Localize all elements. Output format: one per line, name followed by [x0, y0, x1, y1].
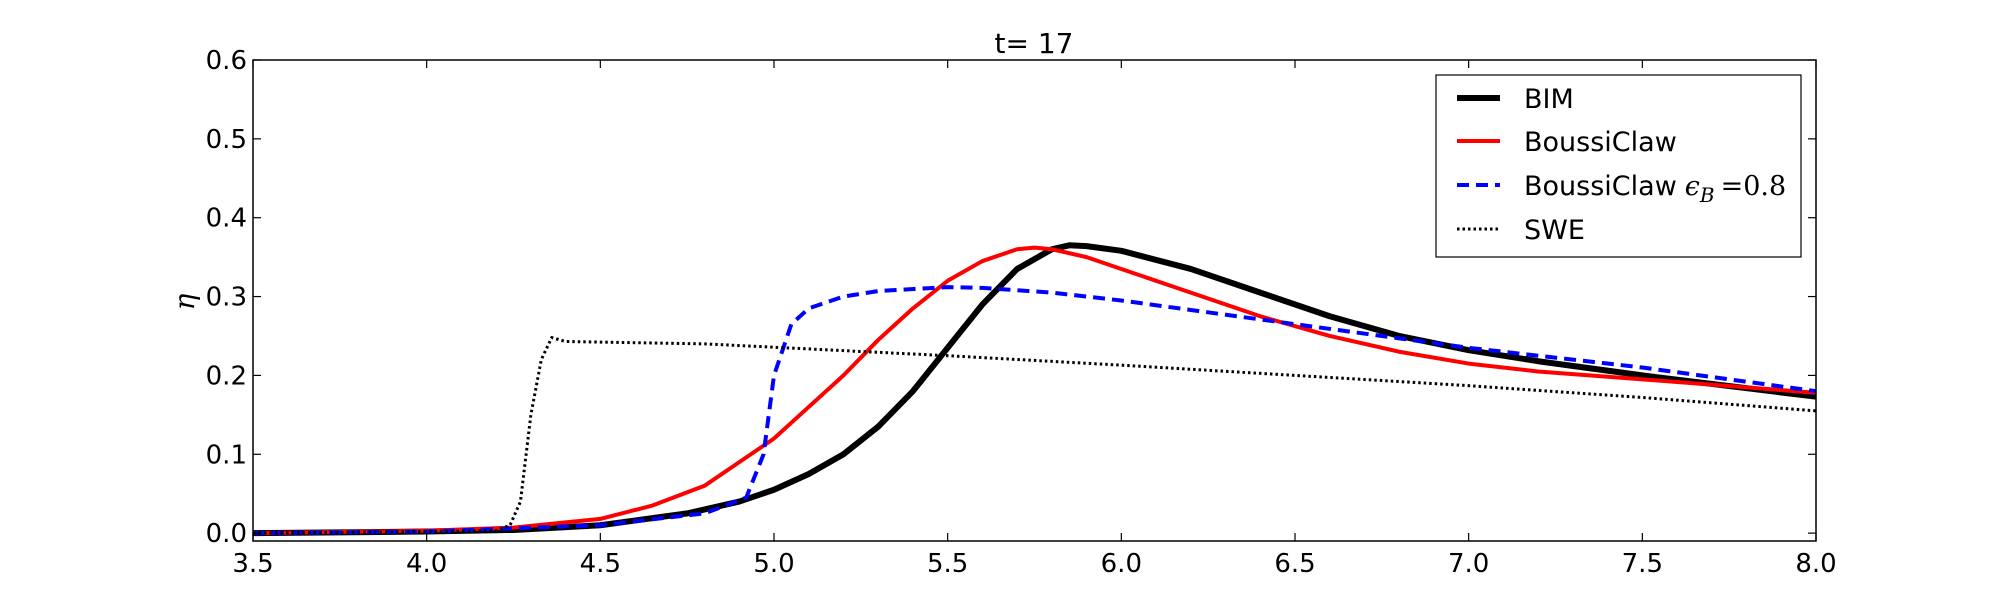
y-tick-label: 0.2: [206, 361, 247, 391]
x-tick-label: 5.0: [753, 549, 794, 579]
series-line-3: [252, 285, 1817, 536]
x-tick-label: 3.5: [232, 549, 273, 579]
x-tick-label: 5.5: [927, 549, 968, 579]
plot-area-frame: [252, 59, 1817, 542]
legend-label-2: BoussiClaw: [1524, 127, 1677, 158]
x-tick-label: 4.5: [580, 549, 621, 579]
series-layer: [252, 242, 1817, 537]
legend: BIM BoussiClaw BoussiClaw ϵB =0.8 SWE: [1435, 74, 1802, 258]
y-tick-label: 0.5: [206, 125, 247, 155]
y-tick-label: 0.6: [206, 46, 247, 76]
x-tick-label: 7.5: [1622, 549, 1663, 579]
y-tick-label: 0.0: [206, 519, 247, 549]
legend-label-4: SWE: [1524, 215, 1585, 246]
x-tick-label: 8.0: [1795, 549, 1836, 579]
chart-title: t= 17: [995, 27, 1074, 60]
x-tick-label: 4.0: [406, 549, 447, 579]
legend-label-1: BIM: [1524, 84, 1574, 115]
x-tick-label: 6.5: [1274, 549, 1315, 579]
x-tick-label: 6.0: [1101, 549, 1142, 579]
series-line-2: [252, 245, 1817, 536]
legend-box: [1435, 74, 1802, 258]
y-tick-label: 0.3: [206, 283, 247, 313]
y-tick-label: 0.4: [206, 204, 247, 234]
series-line-1: [252, 242, 1817, 537]
x-tick-label: 7.0: [1448, 549, 1489, 579]
y-tick-label: 0.1: [206, 440, 247, 470]
legend-label-3: BoussiClaw ϵB =0.8: [1524, 171, 1786, 207]
y-axis-label: η: [168, 293, 201, 310]
x-axis: 3.5 4.0 4.5 5.0 5.5 6.0 6.5 7.0 7.5 8.0: [232, 60, 1837, 579]
y-axis: 0.0 0.1 0.2 0.3 0.4 0.5 0.6: [206, 46, 1816, 549]
